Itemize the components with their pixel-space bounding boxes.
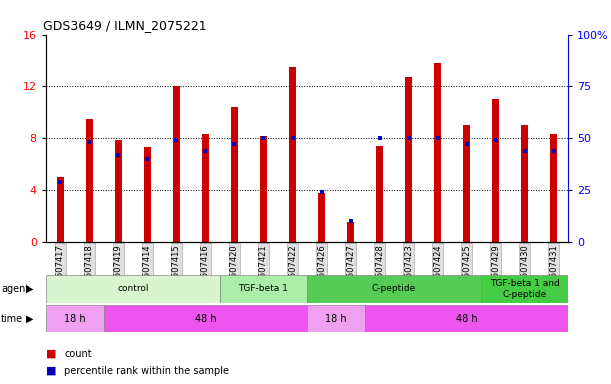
Text: ▶: ▶	[26, 314, 33, 324]
Text: count: count	[64, 349, 92, 359]
Bar	[376, 146, 383, 242]
Text: control: control	[117, 285, 148, 293]
Bar	[434, 63, 441, 242]
Bar	[260, 136, 267, 242]
Text: time: time	[1, 314, 23, 324]
Bar	[307, 275, 481, 303]
Bar	[481, 275, 568, 303]
Text: GDS3649 / ILMN_2075221: GDS3649 / ILMN_2075221	[43, 19, 207, 32]
Bar	[220, 275, 307, 303]
Bar	[46, 305, 104, 332]
Text: TGF-beta 1: TGF-beta 1	[238, 285, 288, 293]
Text: TGF-beta 1 and
C-peptide: TGF-beta 1 and C-peptide	[490, 279, 560, 299]
Text: 18 h: 18 h	[64, 314, 86, 324]
Bar	[86, 119, 93, 242]
Bar	[347, 222, 354, 242]
Bar	[231, 107, 238, 242]
Bar	[318, 193, 325, 242]
Bar	[492, 99, 499, 242]
Text: C-peptide: C-peptide	[372, 285, 416, 293]
Bar	[550, 134, 557, 242]
Bar	[463, 125, 470, 242]
Bar	[289, 67, 296, 242]
Bar	[57, 177, 64, 242]
Text: 48 h: 48 h	[195, 314, 216, 324]
Text: ■: ■	[46, 366, 56, 376]
Text: ▶: ▶	[26, 284, 33, 294]
Bar	[173, 86, 180, 242]
Text: agent: agent	[1, 284, 29, 294]
Bar	[307, 305, 365, 332]
Bar	[405, 77, 412, 242]
Bar	[144, 147, 151, 242]
Text: percentile rank within the sample: percentile rank within the sample	[64, 366, 229, 376]
Bar	[115, 139, 122, 242]
Text: 48 h: 48 h	[456, 314, 477, 324]
Text: 18 h: 18 h	[325, 314, 347, 324]
Bar	[104, 305, 307, 332]
Bar	[365, 305, 568, 332]
Bar	[202, 134, 209, 242]
Text: ■: ■	[46, 349, 56, 359]
Bar	[521, 125, 529, 242]
Bar	[46, 275, 220, 303]
